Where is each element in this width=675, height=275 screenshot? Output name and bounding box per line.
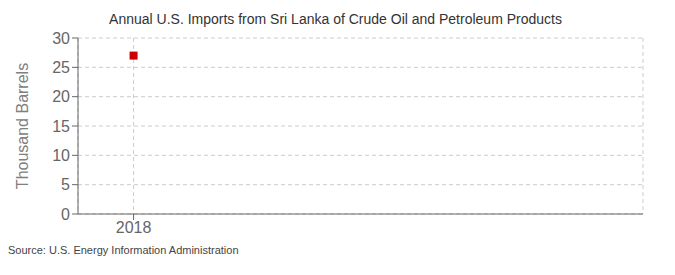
html-text:Source: U.S. Energy Informatio: Source: U.S. Energy Information Administ…: [8, 244, 239, 256]
svg-text:30: 30: [52, 30, 70, 47]
svg-text:10: 10: [52, 147, 70, 164]
svg-text:25: 25: [52, 59, 70, 76]
svg-text:15: 15: [52, 118, 70, 135]
svg-text:2018: 2018: [116, 219, 152, 236]
svg-text:20: 20: [52, 88, 70, 105]
html-text:Annual U.S. Imports from Sri L: Annual U.S. Imports from Sri Lanka of Cr…: [109, 11, 562, 27]
svg-text:Thousand Barrels: Thousand Barrels: [14, 63, 31, 189]
svg-text:5: 5: [61, 176, 70, 193]
svg-text:0: 0: [61, 206, 70, 223]
